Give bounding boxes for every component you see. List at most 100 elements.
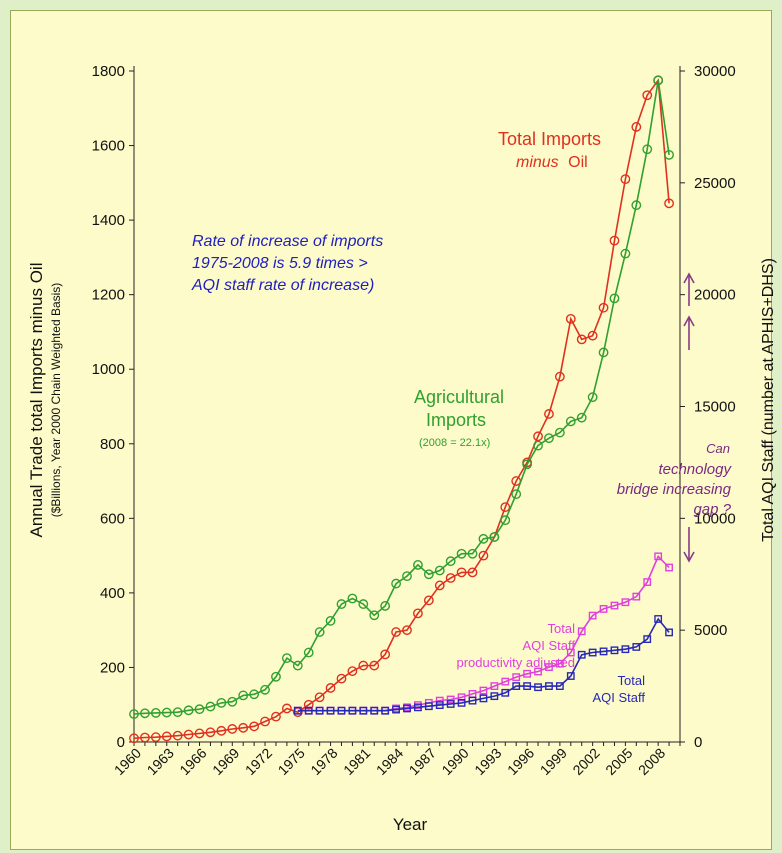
series-0-point bbox=[325, 683, 336, 693]
series-0-line bbox=[133, 78, 670, 740]
series-1-point bbox=[194, 704, 205, 715]
series-1-point bbox=[522, 459, 533, 470]
series-1-point bbox=[140, 708, 150, 719]
series-2-point bbox=[665, 563, 673, 572]
series-1-point bbox=[216, 697, 227, 708]
technology-annotation-line2: technology bbox=[658, 461, 732, 478]
series-2-point bbox=[654, 552, 663, 561]
series-3-point bbox=[403, 704, 411, 713]
series-0-point bbox=[260, 716, 270, 727]
series-3-point bbox=[304, 706, 313, 715]
y-left-tick-label: 800 bbox=[100, 436, 125, 453]
series-0-point bbox=[598, 302, 609, 313]
series-1-point bbox=[620, 248, 631, 259]
series-1-point bbox=[434, 565, 445, 576]
series-3-point bbox=[359, 706, 368, 715]
x-tick-label: 1978 bbox=[307, 745, 340, 778]
series-1-point bbox=[369, 610, 380, 621]
rate-annotation-line1: Rate of increase of imports bbox=[192, 233, 383, 250]
series-1-point bbox=[533, 440, 543, 451]
technology-annotation-line3: bridge increasing bbox=[617, 481, 732, 498]
series-3-point bbox=[479, 694, 488, 703]
series-1-point bbox=[129, 709, 139, 719]
series-layer bbox=[129, 75, 674, 744]
x-tick-label: 1990 bbox=[438, 745, 471, 778]
series-0-point bbox=[587, 330, 598, 341]
series-0-point bbox=[554, 371, 565, 382]
series-0-point bbox=[249, 721, 260, 732]
y-right-tick-label: 10000 bbox=[694, 510, 736, 527]
y-right-tick-label: 0 bbox=[694, 734, 702, 751]
gap-arrows bbox=[683, 272, 695, 563]
series-0-point bbox=[402, 625, 412, 636]
series-1-point bbox=[489, 532, 500, 542]
down-arrow-icon bbox=[683, 527, 695, 563]
y-axis-left-title: Annual Trade total Imports minus Oil bbox=[27, 263, 46, 538]
series-1-point bbox=[358, 599, 369, 609]
series-3-point bbox=[468, 696, 477, 705]
series-3-point bbox=[435, 701, 444, 709]
series-2-point bbox=[545, 663, 553, 671]
y-left-tick-label: 1000 bbox=[92, 361, 125, 378]
y-left-tick-label: 1400 bbox=[92, 212, 125, 229]
series-0-point bbox=[216, 725, 227, 736]
total-imports-label: Total Imports minus Oil bbox=[498, 129, 601, 171]
series-0-point bbox=[565, 313, 576, 324]
series-3-point bbox=[414, 703, 422, 712]
series-3-point bbox=[315, 706, 324, 715]
series-1-point bbox=[150, 708, 161, 718]
series-2-point bbox=[566, 648, 575, 657]
agricultural-imports-label-line1: Agricultural bbox=[414, 387, 504, 407]
series-1-point bbox=[631, 200, 642, 211]
series-1-point bbox=[664, 149, 674, 160]
series-3-point bbox=[501, 688, 510, 697]
series-1-point bbox=[554, 427, 565, 438]
series-0-point bbox=[478, 550, 489, 561]
y-left-tick-label: 1800 bbox=[92, 63, 125, 80]
series-1-point bbox=[653, 75, 664, 86]
up-arrow-icon bbox=[683, 315, 695, 350]
series-0-point bbox=[281, 703, 292, 714]
series-1-point bbox=[205, 701, 216, 712]
series-1-point bbox=[609, 293, 620, 304]
series-3-point bbox=[566, 672, 575, 680]
series-0-point bbox=[314, 692, 325, 703]
x-tick-label: 1969 bbox=[209, 745, 242, 778]
up-arrow-icon bbox=[683, 272, 695, 306]
series-2-point bbox=[621, 598, 630, 607]
axes: 0 200 400 600 800 1000 1200 1400 1600 1800 0 5000 10… bbox=[92, 63, 736, 778]
x-tick-label: 1966 bbox=[176, 745, 209, 778]
series-1-point bbox=[511, 489, 522, 500]
total-imports-label-minus: minus bbox=[516, 154, 559, 171]
series-0-point bbox=[391, 627, 401, 637]
series-0-point bbox=[161, 731, 172, 742]
x-tick-label: 2005 bbox=[602, 745, 635, 778]
series-1-point bbox=[544, 433, 554, 444]
series-2-point bbox=[501, 677, 510, 686]
series-0-point bbox=[172, 730, 183, 741]
series-3-point bbox=[610, 646, 619, 655]
series-3-point bbox=[555, 682, 564, 690]
series-3-point bbox=[326, 706, 335, 715]
series-1-point bbox=[292, 660, 303, 671]
series-0-point bbox=[183, 729, 194, 740]
series-3-point bbox=[370, 706, 379, 715]
series-2-point bbox=[523, 669, 532, 678]
x-tick-label: 1999 bbox=[537, 745, 570, 778]
y-right-tick-label: 20000 bbox=[694, 287, 736, 304]
series-1-point bbox=[413, 560, 423, 570]
series-0-point bbox=[194, 728, 205, 739]
series-0-point bbox=[150, 732, 161, 743]
series-1-point bbox=[423, 569, 434, 580]
x-tick-label: 2002 bbox=[569, 745, 602, 778]
series-1-point bbox=[303, 647, 314, 658]
x-tick-label: 1975 bbox=[275, 745, 308, 778]
y-left-tick-label: 0 bbox=[117, 734, 125, 751]
series-2-point bbox=[555, 659, 564, 668]
y-left-tick-label: 600 bbox=[100, 510, 125, 527]
x-axis-title: Year bbox=[393, 815, 428, 834]
aqi-staff-label-line2: AQI Staff bbox=[592, 690, 645, 705]
series-3-point bbox=[632, 643, 641, 651]
series-1-point bbox=[260, 684, 270, 695]
series-1-point bbox=[325, 615, 336, 626]
